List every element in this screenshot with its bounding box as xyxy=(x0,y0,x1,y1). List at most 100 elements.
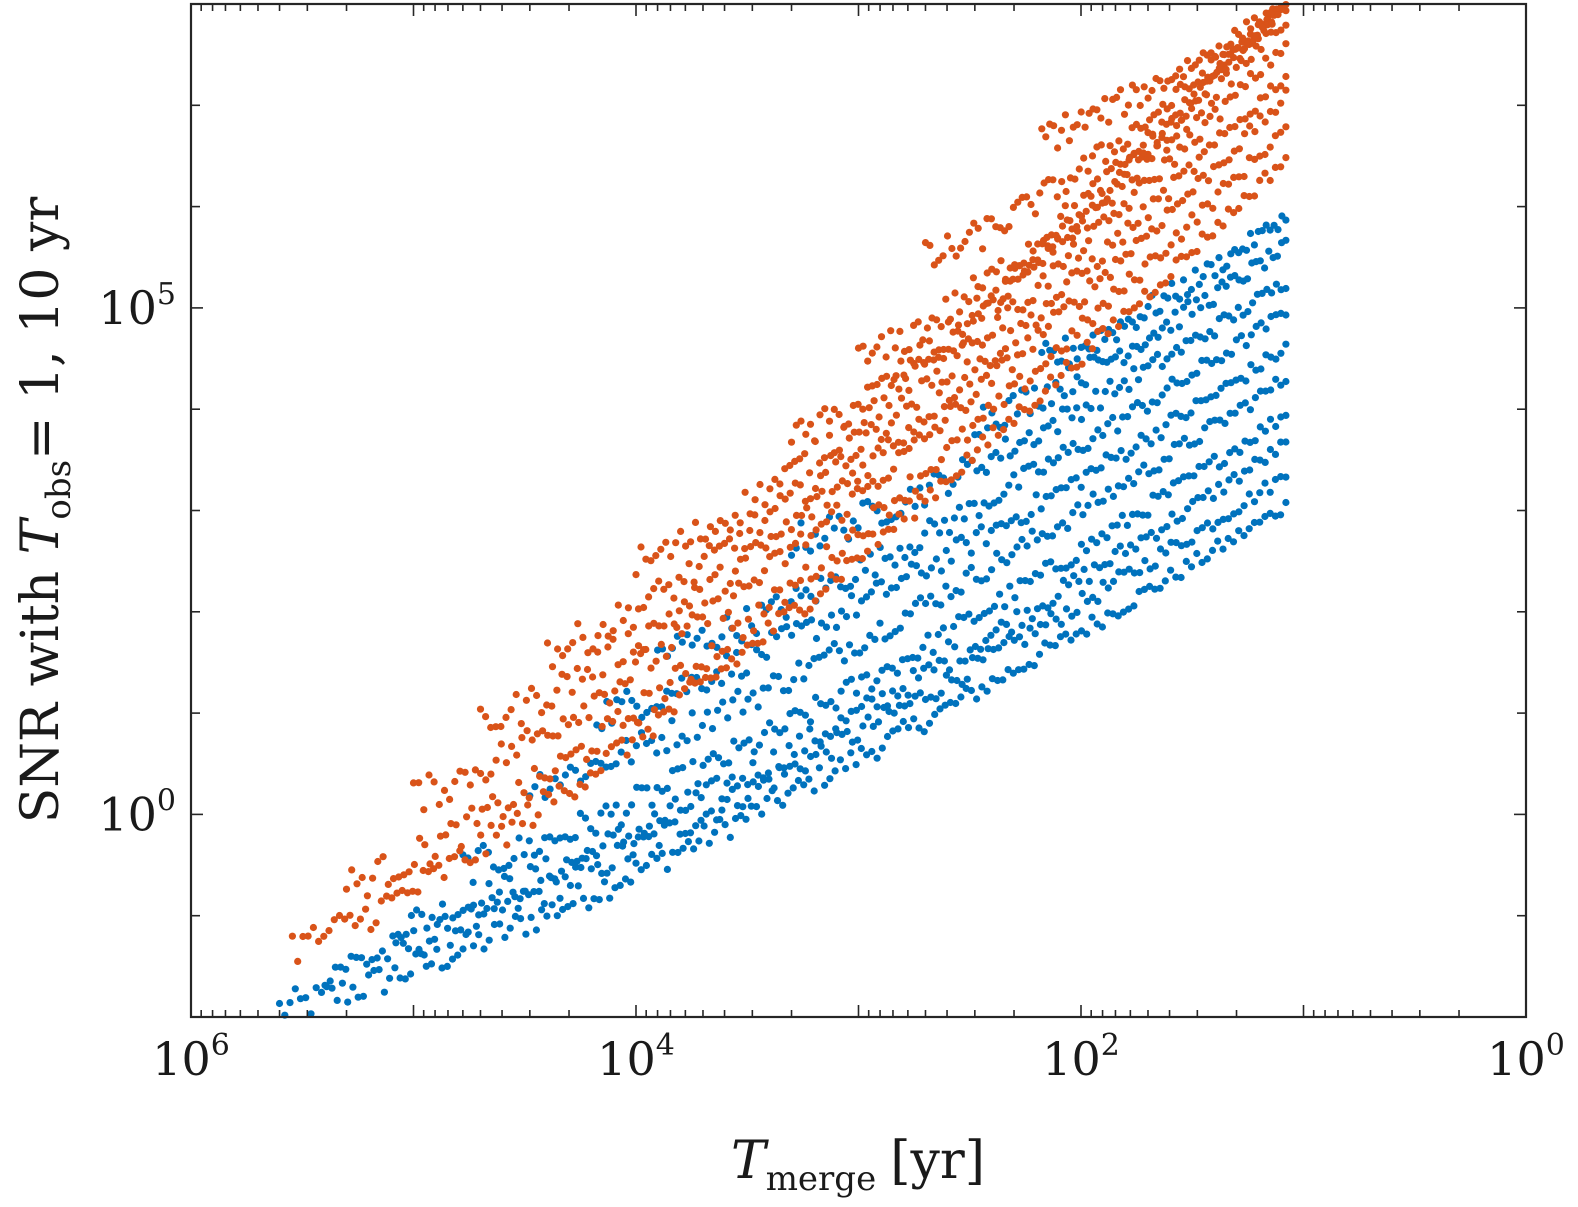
data-point xyxy=(1200,462,1208,471)
data-point xyxy=(692,822,700,830)
data-point xyxy=(1172,85,1180,93)
data-point xyxy=(773,797,782,805)
data-point xyxy=(747,543,755,551)
data-point xyxy=(897,357,905,365)
data-point xyxy=(1125,565,1133,573)
data-point xyxy=(902,374,910,383)
data-point xyxy=(805,661,813,670)
data-point xyxy=(483,904,491,913)
data-point xyxy=(776,548,784,556)
data-point xyxy=(1011,594,1019,602)
data-point xyxy=(857,597,866,605)
data-point xyxy=(645,593,653,601)
data-point xyxy=(1077,627,1086,635)
data-point xyxy=(982,575,991,583)
data-point xyxy=(764,684,772,692)
data-point xyxy=(652,552,660,560)
data-point xyxy=(714,595,722,603)
data-point xyxy=(883,732,892,741)
data-point xyxy=(363,892,371,900)
data-point xyxy=(1258,23,1266,31)
data-point xyxy=(352,953,360,962)
data-point xyxy=(691,518,700,527)
data-point xyxy=(1098,530,1106,538)
data-point xyxy=(446,941,454,949)
data-point xyxy=(577,742,586,750)
data-point xyxy=(1122,455,1130,463)
data-point xyxy=(444,924,452,932)
data-point xyxy=(822,748,830,756)
data-point xyxy=(800,781,808,789)
data-point xyxy=(820,651,828,659)
data-point xyxy=(1141,341,1149,349)
data-point xyxy=(598,869,606,878)
data-point xyxy=(984,401,993,409)
data-point xyxy=(1272,108,1280,116)
data-point xyxy=(579,894,588,903)
data-point xyxy=(873,380,881,389)
data-point xyxy=(1235,204,1243,213)
data-point xyxy=(679,764,687,772)
data-point xyxy=(854,524,862,532)
data-point xyxy=(1101,387,1109,396)
data-point xyxy=(675,607,683,615)
data-point xyxy=(351,922,359,930)
data-point xyxy=(920,418,928,426)
data-point xyxy=(1110,148,1119,156)
data-point xyxy=(518,734,526,742)
data-point xyxy=(661,695,669,703)
data-point xyxy=(559,715,567,723)
data-point xyxy=(649,732,657,740)
data-point xyxy=(651,810,659,818)
data-point xyxy=(806,495,815,503)
data-point xyxy=(599,842,607,850)
data-point xyxy=(671,818,679,826)
data-point xyxy=(525,837,533,845)
data-point xyxy=(987,292,995,300)
data-point xyxy=(837,607,846,615)
data-point xyxy=(1223,262,1231,270)
data-point xyxy=(1047,610,1055,618)
data-point xyxy=(677,527,685,536)
data-point xyxy=(578,675,587,683)
data-point xyxy=(1023,542,1031,550)
data-point xyxy=(1208,546,1217,555)
data-point xyxy=(1077,415,1086,424)
data-point xyxy=(684,788,692,796)
data-point xyxy=(1251,394,1259,402)
data-point xyxy=(1177,252,1185,260)
data-point xyxy=(1154,333,1162,341)
data-point xyxy=(682,542,690,550)
data-point xyxy=(1247,25,1255,33)
data-point xyxy=(1004,666,1012,674)
data-point xyxy=(779,801,787,809)
data-point xyxy=(911,362,919,370)
data-point xyxy=(628,801,636,809)
data-point xyxy=(842,613,851,621)
data-point xyxy=(806,547,815,555)
data-point xyxy=(441,912,449,921)
data-point xyxy=(857,744,865,753)
data-point xyxy=(633,702,641,710)
data-point xyxy=(858,702,866,711)
data-point xyxy=(1044,322,1052,330)
data-point xyxy=(1096,564,1104,572)
data-point xyxy=(1168,510,1176,518)
data-point xyxy=(1026,407,1034,415)
data-point xyxy=(325,927,333,935)
data-point xyxy=(936,529,944,537)
data-point xyxy=(1215,315,1223,323)
data-point xyxy=(1162,549,1170,557)
data-point xyxy=(889,687,897,695)
data-point xyxy=(1026,624,1034,632)
data-point xyxy=(862,429,870,437)
data-point xyxy=(1154,492,1162,500)
data-point xyxy=(1282,40,1290,48)
data-point xyxy=(897,394,906,402)
data-point xyxy=(874,718,883,726)
data-point xyxy=(868,685,876,693)
data-point xyxy=(1126,153,1134,161)
data-point xyxy=(922,599,930,608)
data-point xyxy=(1075,302,1083,311)
data-point xyxy=(795,732,804,740)
